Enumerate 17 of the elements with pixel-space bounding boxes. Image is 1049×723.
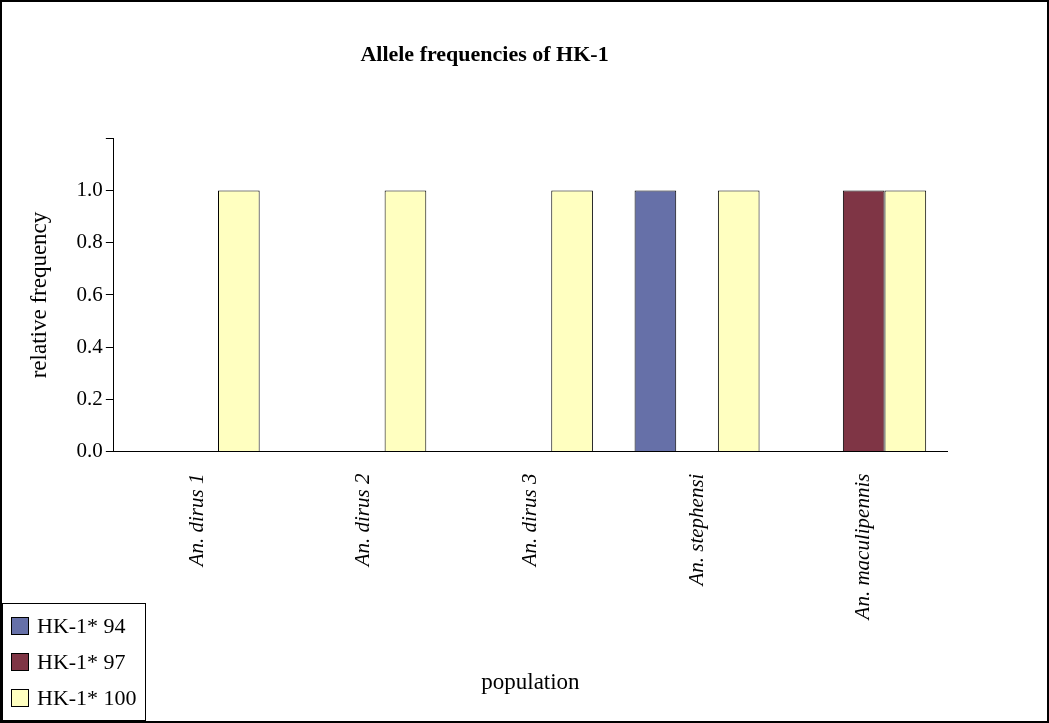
y-tick-label: 0.6 bbox=[76, 281, 103, 306]
y-axis-title: relative frequency bbox=[25, 211, 51, 379]
legend-label: HK-1* 100 bbox=[37, 685, 137, 711]
x-axis-title: population bbox=[481, 669, 581, 695]
y-tick-label: 0.0 bbox=[76, 438, 103, 463]
chart-title: Allele frequencies of HK-1 bbox=[360, 40, 609, 66]
x-tick-label: An. dirus 2 bbox=[350, 473, 375, 569]
x-tick-label: An. maculipennis bbox=[850, 473, 875, 622]
legend-label: HK-1* 97 bbox=[37, 649, 126, 675]
x-tick-label: An. dirus 1 bbox=[183, 473, 208, 569]
y-tick-label: 0.2 bbox=[76, 385, 103, 410]
y-tick-label: 0.8 bbox=[76, 229, 103, 254]
y-tick-label: 1.0 bbox=[76, 177, 103, 202]
legend-label: HK-1* 94 bbox=[37, 613, 126, 639]
y-tick-label: 0.4 bbox=[76, 333, 104, 358]
x-tick-label: An. stephensi bbox=[683, 473, 708, 588]
x-tick-label: An. dirus 3 bbox=[516, 473, 541, 569]
